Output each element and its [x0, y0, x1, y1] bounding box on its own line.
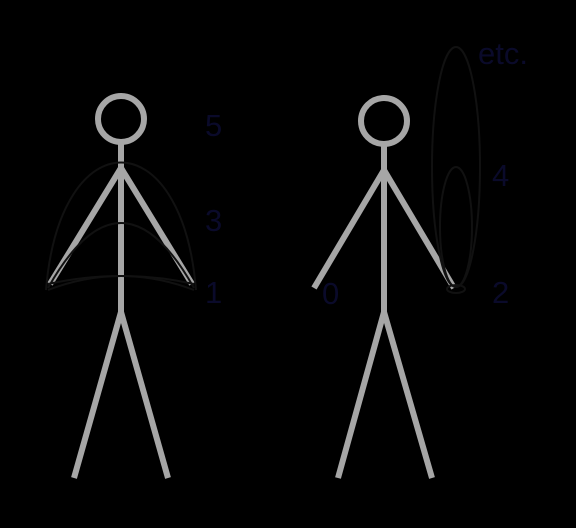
right-figure-left-arm	[311, 168, 387, 290]
arm-path-base	[47, 275, 195, 285]
left-figure-head	[95, 93, 147, 145]
right-figure-right-leg	[381, 311, 435, 479]
loop-path-large	[431, 46, 481, 288]
left-figure-left-leg	[71, 311, 124, 479]
label-three: 3	[205, 203, 222, 238]
loop-path-small	[439, 166, 473, 288]
label-zero: 0	[322, 276, 339, 311]
arm-path-level-3	[47, 222, 195, 289]
loop-path-base	[446, 284, 466, 294]
right-figure-head	[358, 95, 410, 147]
label-one: 1	[205, 275, 222, 310]
right-figure-loop-paths	[431, 46, 481, 294]
label-etc: etc.	[478, 36, 528, 71]
left-figure-right-leg	[118, 311, 171, 479]
label-two: 2	[492, 275, 509, 310]
label-four: 4	[492, 158, 509, 193]
right-figure-left-leg	[335, 311, 387, 479]
arm-path-level-5	[45, 161, 197, 291]
left-stick-figure	[47, 93, 195, 479]
left-figure-arm-paths	[45, 161, 197, 291]
label-five: 5	[205, 108, 222, 143]
